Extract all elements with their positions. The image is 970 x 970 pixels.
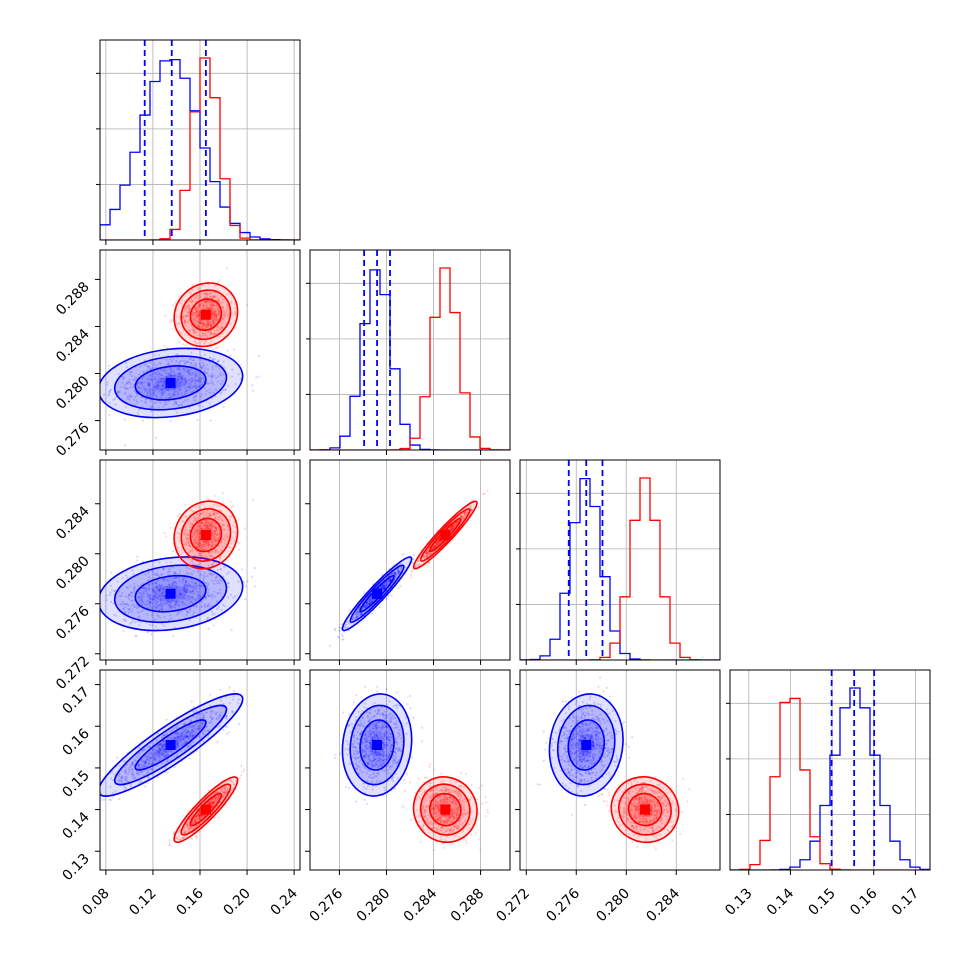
y-tick-label: 0.284	[53, 503, 93, 543]
y-tick-label: 0.276	[53, 603, 93, 643]
y-tick-label: 0.14	[59, 809, 92, 842]
histogram-series-0	[520, 477, 720, 660]
panel-2-0: 0.272 0.276 0.280 0.284	[53, 459, 301, 693]
x-tick-label: 0.12	[126, 886, 159, 919]
panel-0-0	[96, 39, 301, 245]
panel-3-0: 0.08 0.12 0.16 0.20 0.240.130.140.150.160.17	[59, 669, 301, 919]
panel-frame	[309, 669, 511, 871]
y-tick-label: 0.16	[59, 726, 92, 759]
x-tick-label: 0.20	[221, 886, 254, 919]
panel-frame	[309, 459, 511, 661]
density-peak	[581, 740, 592, 750]
panel-frame	[309, 249, 511, 451]
panel-frame	[519, 459, 721, 661]
density-peak	[165, 588, 176, 599]
scatter-series-1	[163, 267, 249, 350]
density-peak	[200, 804, 211, 815]
histogram-series-1	[730, 697, 930, 870]
x-tick-label: 0.280	[354, 886, 394, 926]
x-tick-label: 0.14	[764, 885, 797, 918]
x-tick-label: 0.17	[889, 886, 922, 919]
density-peak	[165, 377, 176, 388]
x-tick-label: 0.08	[79, 886, 112, 919]
panel-3-2: 0.272 0.276 0.280 0.284	[493, 669, 721, 926]
x-tick-label: 0.276	[543, 885, 583, 925]
x-tick-label: 0.276	[307, 885, 347, 925]
x-tick-label: 0.16	[847, 885, 880, 918]
panel-frame	[519, 669, 721, 871]
histogram-series-0	[100, 58, 300, 240]
x-tick-label: 0.272	[493, 886, 533, 926]
y-tick-label: 0.15	[59, 767, 92, 800]
density-peak	[200, 309, 211, 320]
y-tick-label: 0.13	[59, 851, 92, 884]
density-peak	[440, 804, 451, 815]
histogram-series-0	[310, 269, 510, 450]
x-tick-label: 0.16	[173, 885, 206, 918]
panel-2-1	[305, 459, 511, 665]
density-peak	[200, 530, 211, 540]
y-tick-label: 0.288	[53, 279, 93, 319]
y-tick-label: 0.284	[53, 326, 93, 366]
y-tick-label: 0.272	[53, 653, 93, 693]
panel-3-1: 0.276 0.280 0.284 0.288	[305, 669, 511, 926]
density-peak	[640, 804, 650, 815]
y-tick-label: 0.280	[53, 553, 93, 593]
histogram-series-1	[310, 267, 510, 450]
x-tick-label: 0.288	[448, 886, 488, 926]
panel-1-1	[306, 249, 511, 455]
x-tick-label: 0.13	[722, 886, 755, 919]
panel-frame	[729, 669, 931, 871]
x-tick-label: 0.284	[643, 885, 683, 925]
panel-2-2	[516, 459, 721, 665]
density-peak	[372, 740, 383, 750]
panel-3-3: 0.13 0.14 0.15 0.16 0.17	[722, 669, 931, 919]
density-peak	[372, 588, 383, 599]
histogram-series-1	[520, 477, 720, 660]
x-tick-label: 0.284	[401, 885, 441, 925]
density-peak	[165, 740, 176, 750]
y-tick-label: 0.276	[53, 420, 93, 460]
x-tick-label: 0.24	[268, 885, 301, 918]
x-tick-label: 0.280	[593, 886, 633, 926]
density-peak	[440, 530, 451, 540]
y-tick-label: 0.280	[53, 373, 93, 413]
panel-1-0: 0.276 0.280 0.284 0.288	[53, 249, 301, 460]
x-tick-label: 0.15	[806, 886, 839, 919]
